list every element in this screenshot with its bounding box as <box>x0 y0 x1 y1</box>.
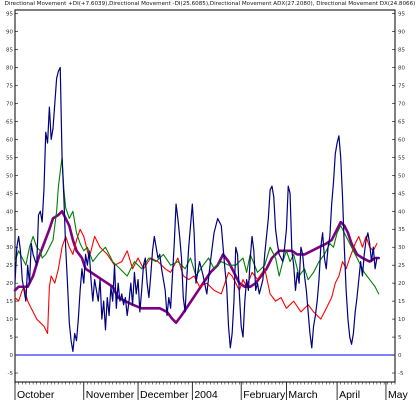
y-tick-label-right: 45 <box>398 191 405 197</box>
y-tick-label-left: 5 <box>10 335 14 341</box>
y-tick-label-left: 85 <box>6 48 13 54</box>
y-tick-label-right: 55 <box>398 155 405 161</box>
y-tick-label-left: 20 <box>6 281 13 287</box>
plot-frame <box>14 9 396 383</box>
y-tick-label-right: 95 <box>398 12 405 18</box>
y-tick-label-left: 10 <box>6 317 13 323</box>
y-tick-label-left: 70 <box>6 101 13 107</box>
x-tick-label: April <box>339 389 360 400</box>
y-tick-label-right: 60 <box>398 137 405 143</box>
x-tick-label: 2004 <box>194 389 218 400</box>
y-tick-label-right: -5 <box>398 371 404 377</box>
series-line-minus-di <box>14 228 378 335</box>
x-tick-label: October <box>17 389 55 400</box>
x-tick-label: November <box>86 389 135 400</box>
y-tick-label-right: 85 <box>398 48 405 54</box>
y-tick-label-right: 0 <box>398 353 402 359</box>
y-tick-label-left: 25 <box>6 263 13 269</box>
y-tick-label-left: 95 <box>6 12 13 18</box>
chart-title: Directional Movement +DI(+7.6039),Direct… <box>4 1 416 7</box>
y-tick-label-right: 70 <box>398 101 405 107</box>
x-tick-label: March <box>288 389 317 400</box>
y-tick-label-left: 40 <box>6 209 13 215</box>
x-tick-label: February <box>243 389 286 400</box>
y-tick-label-left: -5 <box>8 371 14 377</box>
y-tick-label-right: 20 <box>398 281 405 287</box>
y-tick-label-right: 15 <box>398 299 405 305</box>
y-tick-label-left: 35 <box>6 227 13 233</box>
y-tick-label-left: 45 <box>6 191 13 197</box>
y-tick-label-left: 15 <box>6 299 13 305</box>
y-tick-label-left: 65 <box>6 119 13 125</box>
y-tick-label-left: 60 <box>6 137 13 143</box>
y-tick-label-left: 90 <box>6 30 13 36</box>
y-tick-label-left: 80 <box>6 66 13 72</box>
y-tick-label-right: 65 <box>398 119 405 125</box>
y-tick-label-left: 55 <box>6 155 13 161</box>
y-tick-label-left: 50 <box>6 173 13 179</box>
y-tick-label-right: 75 <box>398 83 405 89</box>
y-tick-label-right: 30 <box>398 245 405 251</box>
series-line-dx <box>14 66 378 353</box>
x-tick-label: December <box>140 389 189 400</box>
y-tick-label-right: 25 <box>398 263 405 269</box>
y-tick-label-right: 35 <box>398 227 405 233</box>
y-tick-label-left: 0 <box>10 353 14 359</box>
y-tick-label-right: 40 <box>398 209 405 215</box>
y-tick-label-right: 5 <box>398 335 402 341</box>
y-tick-label-right: 50 <box>398 173 405 179</box>
series-line-adx <box>13 209 381 325</box>
y-tick-label-right: 80 <box>398 66 405 72</box>
y-tick-label-left: 30 <box>6 245 13 251</box>
y-tick-label-right: 10 <box>398 317 405 323</box>
y-tick-label-left: 75 <box>6 83 13 89</box>
y-tick-label-right: 90 <box>398 30 405 36</box>
x-tick-label: May <box>388 389 409 400</box>
